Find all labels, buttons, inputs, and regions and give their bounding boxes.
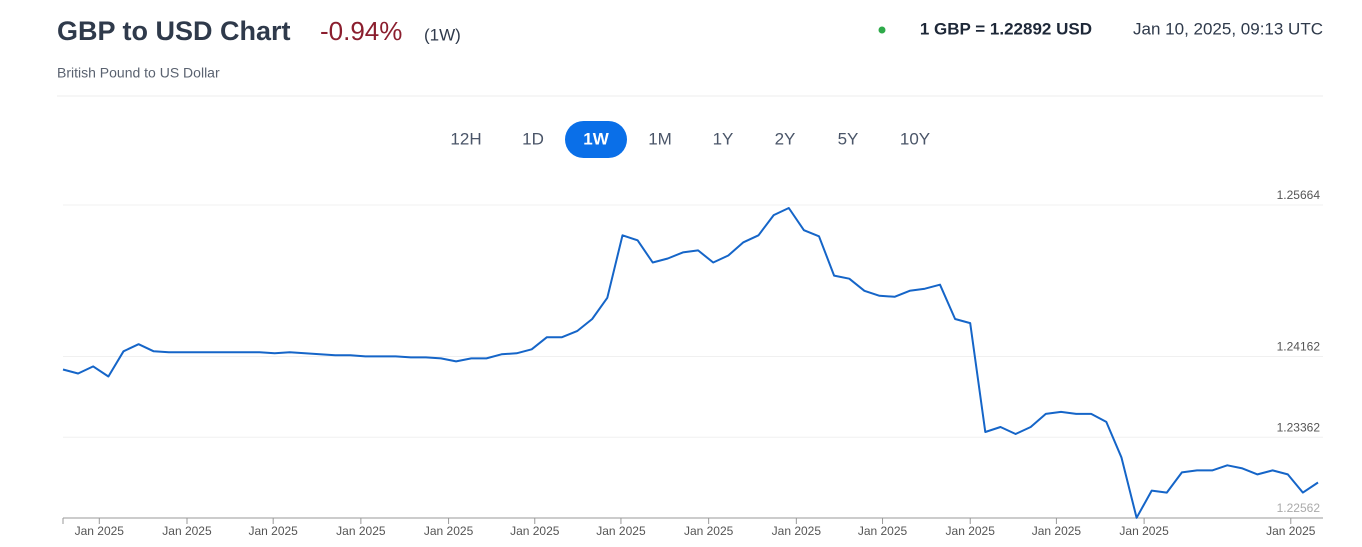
price-line bbox=[62, 207, 1319, 519]
x-tick-label: Jan 2025 bbox=[424, 524, 474, 538]
x-tick-label: Jan 2025 bbox=[248, 524, 298, 538]
subtitle: British Pound to US Dollar bbox=[57, 65, 220, 81]
tabs: 12H 1D 1W 1M 1Y 2Y 5Y 10Y bbox=[450, 121, 930, 158]
x-tick-label: Jan 2025 bbox=[1032, 524, 1082, 538]
x-tick-label: Jan 2025 bbox=[1266, 524, 1316, 538]
title: GBP to USD Chart bbox=[57, 16, 291, 46]
period: (1W) bbox=[424, 25, 461, 44]
tab-active-bg[interactable] bbox=[565, 121, 627, 158]
tab[interactable]: 1M bbox=[648, 129, 672, 148]
tab[interactable]: 10Y bbox=[900, 129, 930, 148]
tab[interactable]: 1D bbox=[522, 129, 544, 148]
x-tick-label: Jan 2025 bbox=[1119, 524, 1169, 538]
tab[interactable]: 5Y bbox=[838, 129, 859, 148]
x-tick-label: Jan 2025 bbox=[946, 524, 996, 538]
x-tick-label: Jan 2025 bbox=[684, 524, 734, 538]
change: -0.94% bbox=[320, 16, 402, 46]
tab[interactable]: 1W bbox=[583, 129, 609, 148]
tab[interactable]: 12H bbox=[450, 129, 481, 148]
y-tick-label: 1.25664 bbox=[1277, 188, 1321, 202]
x-tick-label: Jan 2025 bbox=[858, 524, 908, 538]
x-tick-label: Jan 2025 bbox=[336, 524, 386, 538]
x-tick-label: Jan 2025 bbox=[772, 524, 822, 538]
tab[interactable]: 1Y bbox=[713, 129, 734, 148]
x-tick-label: Jan 2025 bbox=[75, 524, 125, 538]
x-tick-label: Jan 2025 bbox=[510, 524, 560, 538]
rate: 1 GBP = 1.22892 USD bbox=[920, 19, 1092, 38]
timestamp: Jan 10, 2025, 09:13 UTC bbox=[1133, 19, 1323, 38]
y-tick-label: 1.23362 bbox=[1277, 420, 1321, 434]
y-tick-label: 1.24162 bbox=[1277, 340, 1321, 354]
chart: 1.25664 1.24162 1.23362 1.22562 Jan 2025 Jan … bbox=[62, 188, 1323, 538]
live-dot bbox=[878, 26, 886, 34]
x-tick-label: Jan 2025 bbox=[162, 524, 212, 538]
x-tick-label: Jan 2025 bbox=[596, 524, 646, 538]
y-tick-label: 1.22562 bbox=[1277, 501, 1321, 515]
tab[interactable]: 2Y bbox=[775, 129, 796, 148]
